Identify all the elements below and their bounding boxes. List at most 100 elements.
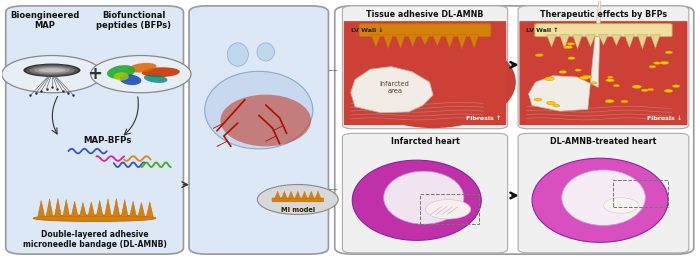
Text: Double-layered adhesive
microneedle bandage (DL-AMNB): Double-layered adhesive microneedle band… (22, 230, 167, 250)
Polygon shape (80, 203, 86, 217)
FancyBboxPatch shape (342, 6, 508, 129)
Ellipse shape (23, 63, 80, 77)
Ellipse shape (120, 74, 141, 85)
Text: MI model: MI model (281, 207, 315, 213)
Polygon shape (559, 35, 569, 49)
Circle shape (534, 98, 542, 101)
Circle shape (575, 69, 582, 71)
Text: Infarcted
area: Infarcted area (379, 81, 410, 94)
Ellipse shape (426, 200, 471, 219)
Polygon shape (121, 199, 128, 217)
Circle shape (649, 66, 656, 68)
Ellipse shape (38, 68, 65, 72)
Text: Bioengineered
MAP: Bioengineered MAP (10, 11, 80, 30)
Circle shape (258, 185, 338, 214)
Circle shape (559, 70, 567, 74)
Polygon shape (395, 35, 405, 49)
Circle shape (536, 54, 542, 57)
Ellipse shape (351, 36, 516, 128)
Circle shape (545, 77, 554, 81)
Ellipse shape (220, 95, 311, 146)
Polygon shape (138, 203, 145, 217)
Ellipse shape (603, 198, 638, 213)
Polygon shape (420, 35, 430, 45)
FancyBboxPatch shape (518, 133, 689, 253)
Polygon shape (650, 35, 660, 48)
Ellipse shape (204, 71, 313, 149)
Circle shape (641, 89, 648, 92)
Circle shape (538, 54, 543, 56)
Polygon shape (55, 198, 62, 217)
Circle shape (660, 61, 669, 64)
Circle shape (590, 82, 596, 84)
Text: Biofunctional
peptides (BFPs): Biofunctional peptides (BFPs) (96, 11, 172, 30)
Ellipse shape (144, 74, 167, 83)
Polygon shape (146, 202, 153, 217)
Ellipse shape (228, 43, 248, 66)
FancyBboxPatch shape (344, 21, 506, 125)
Text: MAP-BFPs: MAP-BFPs (83, 136, 131, 145)
FancyBboxPatch shape (359, 24, 491, 37)
Circle shape (553, 105, 559, 107)
Polygon shape (408, 35, 418, 47)
Polygon shape (444, 35, 454, 48)
Polygon shape (288, 191, 294, 198)
Circle shape (621, 100, 628, 103)
Polygon shape (309, 191, 314, 198)
Polygon shape (638, 35, 648, 49)
Polygon shape (88, 202, 94, 217)
Ellipse shape (561, 170, 645, 225)
Ellipse shape (384, 171, 464, 224)
Ellipse shape (26, 64, 78, 76)
FancyBboxPatch shape (189, 6, 328, 254)
Polygon shape (469, 35, 479, 48)
FancyBboxPatch shape (6, 6, 183, 254)
Polygon shape (457, 35, 467, 49)
Circle shape (547, 101, 555, 105)
Polygon shape (351, 67, 433, 113)
Polygon shape (302, 191, 307, 198)
Text: Tissue adhesive DL-AMNB: Tissue adhesive DL-AMNB (366, 10, 484, 19)
FancyBboxPatch shape (342, 133, 508, 253)
Polygon shape (384, 35, 393, 49)
Circle shape (567, 42, 575, 45)
Circle shape (608, 76, 613, 78)
Polygon shape (113, 198, 120, 217)
Text: Fibrosis ↓: Fibrosis ↓ (647, 116, 682, 121)
Circle shape (90, 56, 191, 93)
Text: LV Wall ↑: LV Wall ↑ (526, 28, 559, 33)
Circle shape (654, 62, 661, 64)
Ellipse shape (34, 215, 156, 222)
Circle shape (613, 84, 620, 87)
Polygon shape (130, 201, 136, 217)
Ellipse shape (107, 65, 135, 79)
Circle shape (580, 76, 589, 80)
Text: Fibrosis ↑: Fibrosis ↑ (466, 116, 500, 121)
Circle shape (564, 46, 573, 49)
Ellipse shape (128, 63, 157, 73)
FancyBboxPatch shape (272, 198, 323, 202)
Polygon shape (612, 35, 622, 46)
Circle shape (606, 79, 615, 82)
Circle shape (664, 89, 673, 93)
Polygon shape (315, 191, 321, 198)
Polygon shape (528, 0, 602, 111)
Ellipse shape (532, 158, 668, 242)
Text: +: + (87, 65, 102, 83)
Polygon shape (275, 191, 281, 198)
Circle shape (582, 75, 591, 79)
FancyBboxPatch shape (535, 24, 672, 37)
Ellipse shape (257, 43, 274, 61)
Ellipse shape (141, 67, 180, 77)
Text: Therapeutic effects by BFPs: Therapeutic effects by BFPs (540, 10, 667, 19)
Polygon shape (38, 200, 45, 217)
Polygon shape (371, 35, 381, 47)
Circle shape (605, 100, 614, 103)
Ellipse shape (34, 67, 70, 74)
Circle shape (1, 56, 102, 93)
Polygon shape (547, 35, 556, 47)
Polygon shape (281, 191, 287, 198)
Ellipse shape (29, 66, 75, 75)
FancyBboxPatch shape (519, 21, 687, 125)
Polygon shape (71, 201, 78, 217)
